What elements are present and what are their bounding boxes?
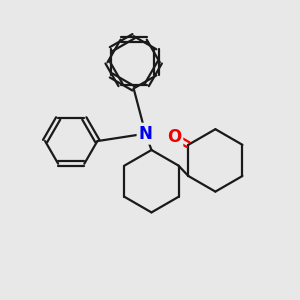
- Text: O: O: [167, 128, 181, 146]
- Text: N: N: [139, 125, 152, 143]
